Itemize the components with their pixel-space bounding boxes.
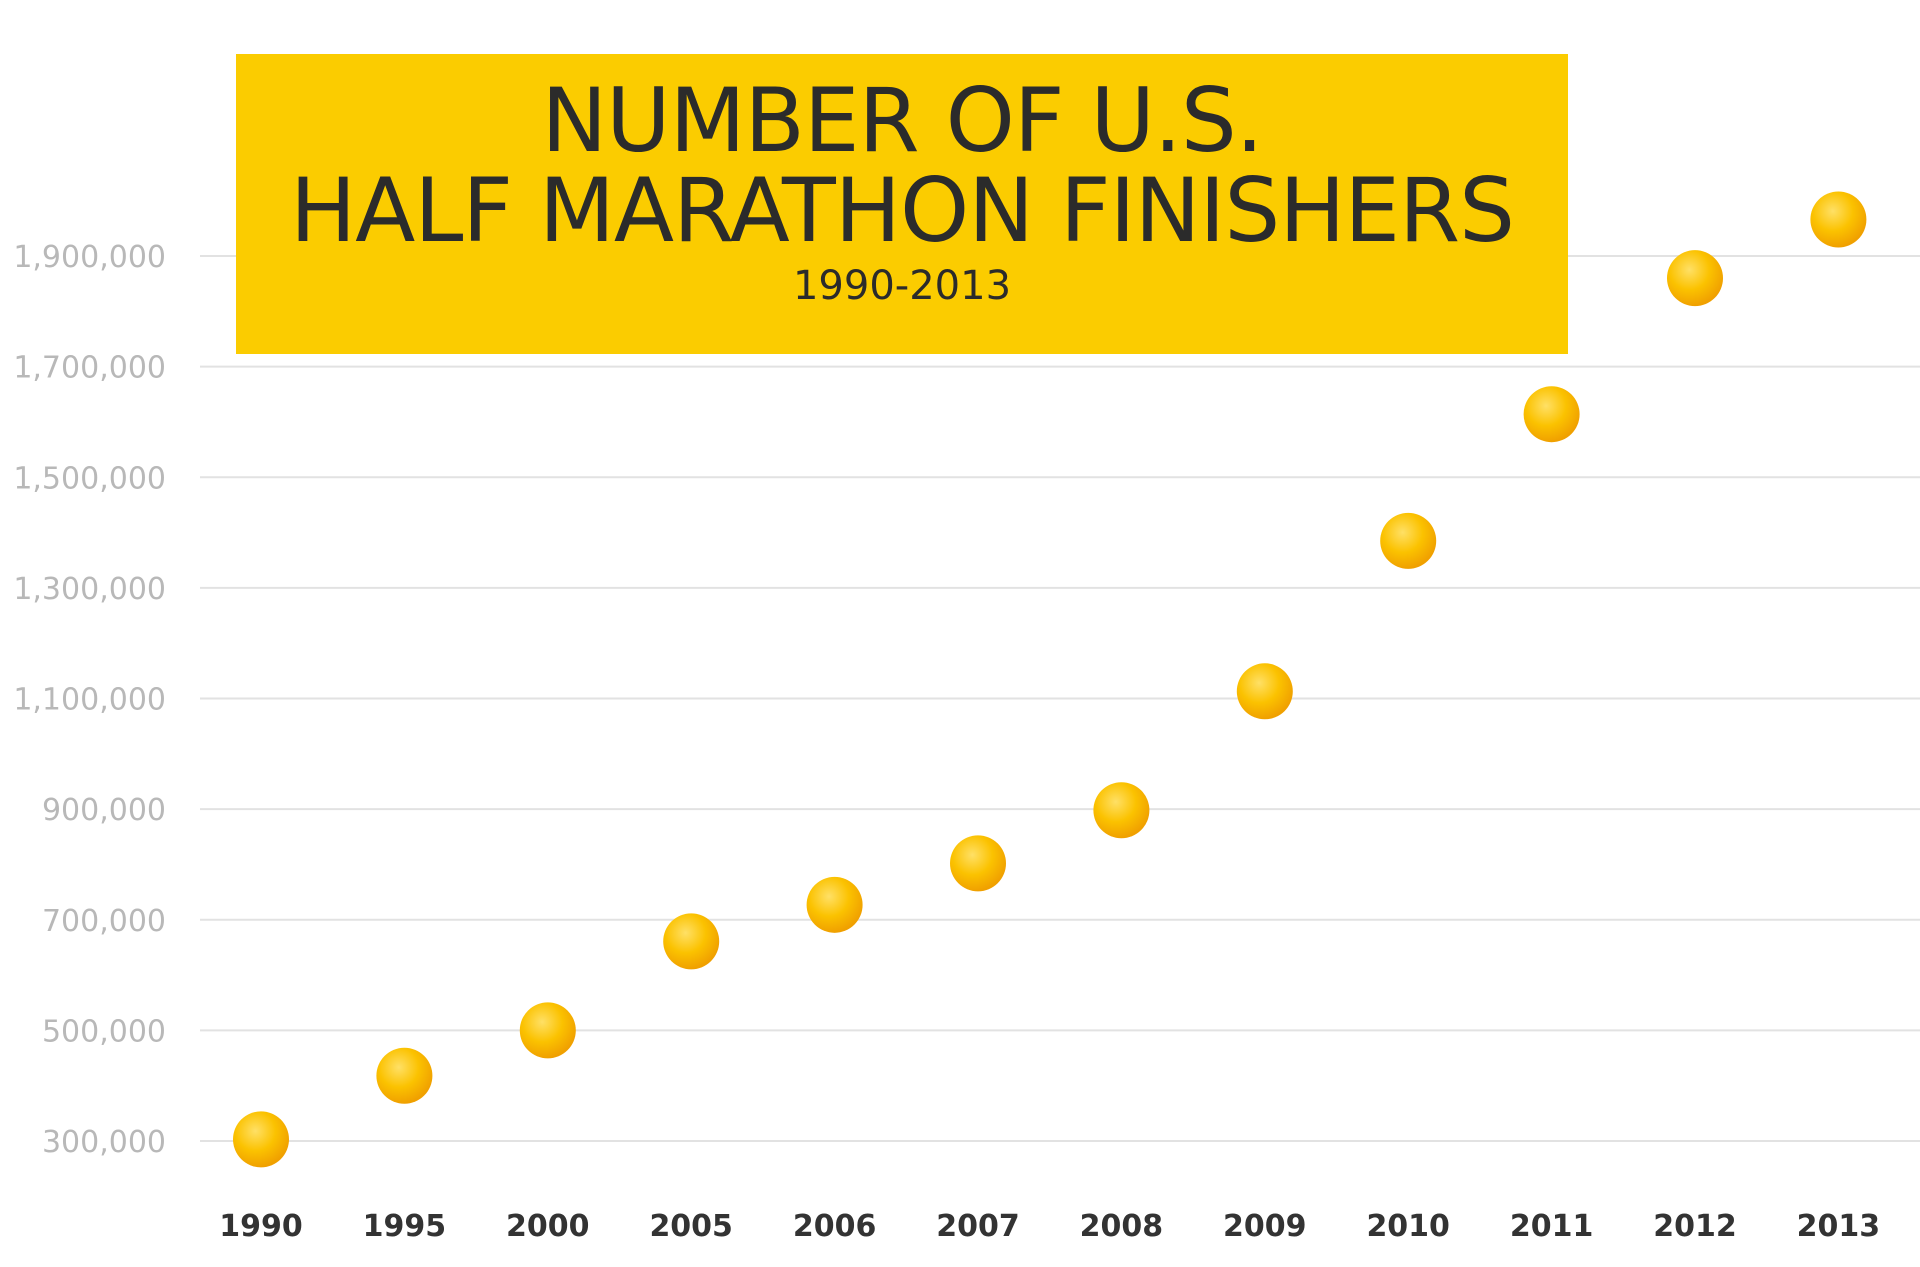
data-point [663, 913, 720, 970]
data-point [1810, 191, 1867, 248]
x-tick-label: 1990 [219, 1209, 303, 1244]
y-tick-label: 1,900,000 [13, 240, 166, 275]
x-tick-label: 2009 [1223, 1209, 1307, 1244]
data-point [376, 1047, 433, 1104]
y-tick-label: 300,000 [42, 1125, 166, 1160]
gridlines [200, 255, 1920, 1142]
x-tick-label: 2013 [1797, 1209, 1881, 1244]
y-tick-label: 1,300,000 [13, 572, 166, 607]
data-point [1380, 512, 1437, 569]
x-axis-ticks: 1990 1995 2000 2005 2006 2007 2008 2009 2010 2011… [219, 1209, 1880, 1244]
y-tick-label: 1,100,000 [13, 683, 166, 718]
y-axis-ticks: 300,000 500,000 700,000 900,000 1,100,000 1,3… [13, 240, 166, 1160]
data-point [1523, 386, 1580, 443]
data-point [950, 835, 1006, 892]
y-tick-label: 500,000 [42, 1014, 166, 1049]
data-point [519, 1002, 576, 1059]
x-tick-label: 2011 [1510, 1209, 1594, 1244]
chart-title-box: NUMBER OF U.S. HALF MARATHON FINISHERS 1… [236, 54, 1568, 354]
x-tick-label: 1995 [363, 1209, 447, 1244]
data-point [233, 1111, 289, 1168]
data-points [233, 191, 1867, 1168]
chart-title-line-2: HALF MARATHON FINISHERS [289, 159, 1515, 262]
y-tick-label: 900,000 [42, 793, 166, 828]
x-tick-label: 2012 [1653, 1209, 1737, 1244]
x-tick-label: 2010 [1366, 1209, 1450, 1244]
y-tick-label: 700,000 [42, 904, 166, 939]
x-tick-label: 2005 [649, 1209, 733, 1244]
data-point [1093, 782, 1150, 839]
data-point [1667, 250, 1723, 307]
y-tick-label: 1,500,000 [13, 461, 166, 496]
chart-title-line-1: NUMBER OF U.S. [541, 69, 1263, 172]
y-tick-label: 1,700,000 [13, 351, 166, 386]
x-tick-label: 2000 [506, 1209, 590, 1244]
data-point [1236, 663, 1293, 720]
data-point [806, 876, 863, 933]
x-tick-label: 2006 [793, 1209, 877, 1244]
chart-subtitle: 1990-2013 [792, 263, 1012, 309]
x-tick-label: 2007 [936, 1209, 1020, 1244]
x-tick-label: 2008 [1080, 1209, 1164, 1244]
